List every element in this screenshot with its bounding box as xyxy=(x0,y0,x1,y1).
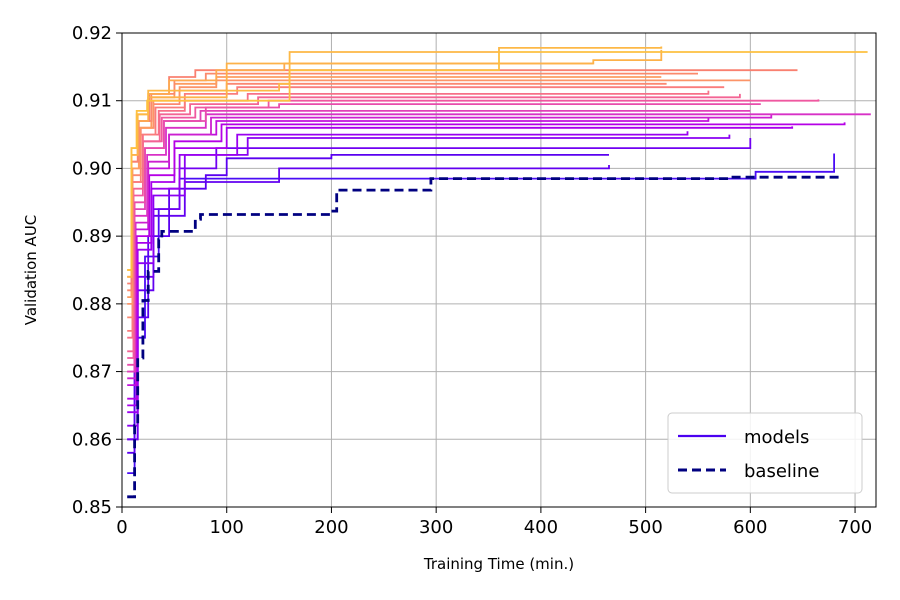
model-series-line-13 xyxy=(127,103,761,366)
y-tick-label: 0.86 xyxy=(72,429,112,450)
x-axis-label: Training Time (min.) xyxy=(423,555,574,573)
legend-label-models: models xyxy=(744,427,809,448)
y-tick-label: 0.85 xyxy=(72,497,112,518)
x-tick-label: 700 xyxy=(838,517,872,538)
y-tick-label: 0.89 xyxy=(72,226,112,247)
series-group xyxy=(127,46,871,499)
y-axis-label: Validation AUC xyxy=(22,215,40,326)
plot-frame xyxy=(121,32,877,508)
x-tick-label: 0 xyxy=(116,517,127,538)
legend-label-baseline: baseline xyxy=(744,461,819,482)
baseline-series-line xyxy=(127,175,840,499)
legend: models baseline xyxy=(667,412,863,494)
model-series-line-8 xyxy=(127,122,846,400)
model-series-line-10 xyxy=(127,114,773,380)
y-tick-label: 0.88 xyxy=(72,294,112,315)
model-series-line-26 xyxy=(127,51,868,271)
y-tick-label: 0.90 xyxy=(72,158,112,179)
plot-lines xyxy=(127,46,871,499)
x-tick-label: 500 xyxy=(628,517,662,538)
y-axis-ticks: 0.85 0.86 0.87 0.88 0.89 0.90 0.91 0.92 xyxy=(72,23,122,518)
x-tick-label: 400 xyxy=(524,517,558,538)
x-tick-label: 300 xyxy=(419,517,453,538)
y-tick-label: 0.91 xyxy=(72,91,112,112)
x-axis-ticks: 0 100 200 300 400 500 600 700 xyxy=(116,507,872,538)
y-tick-label: 0.87 xyxy=(72,362,112,383)
y-tick-label: 0.92 xyxy=(72,23,112,44)
x-tick-label: 100 xyxy=(210,517,244,538)
model-series-line-6 xyxy=(127,131,689,414)
model-series-line-15 xyxy=(127,93,741,353)
model-series-line-19 xyxy=(127,79,751,305)
legend-box xyxy=(667,412,863,494)
x-tick-label: 600 xyxy=(733,517,767,538)
x-tick-label: 200 xyxy=(314,517,348,538)
